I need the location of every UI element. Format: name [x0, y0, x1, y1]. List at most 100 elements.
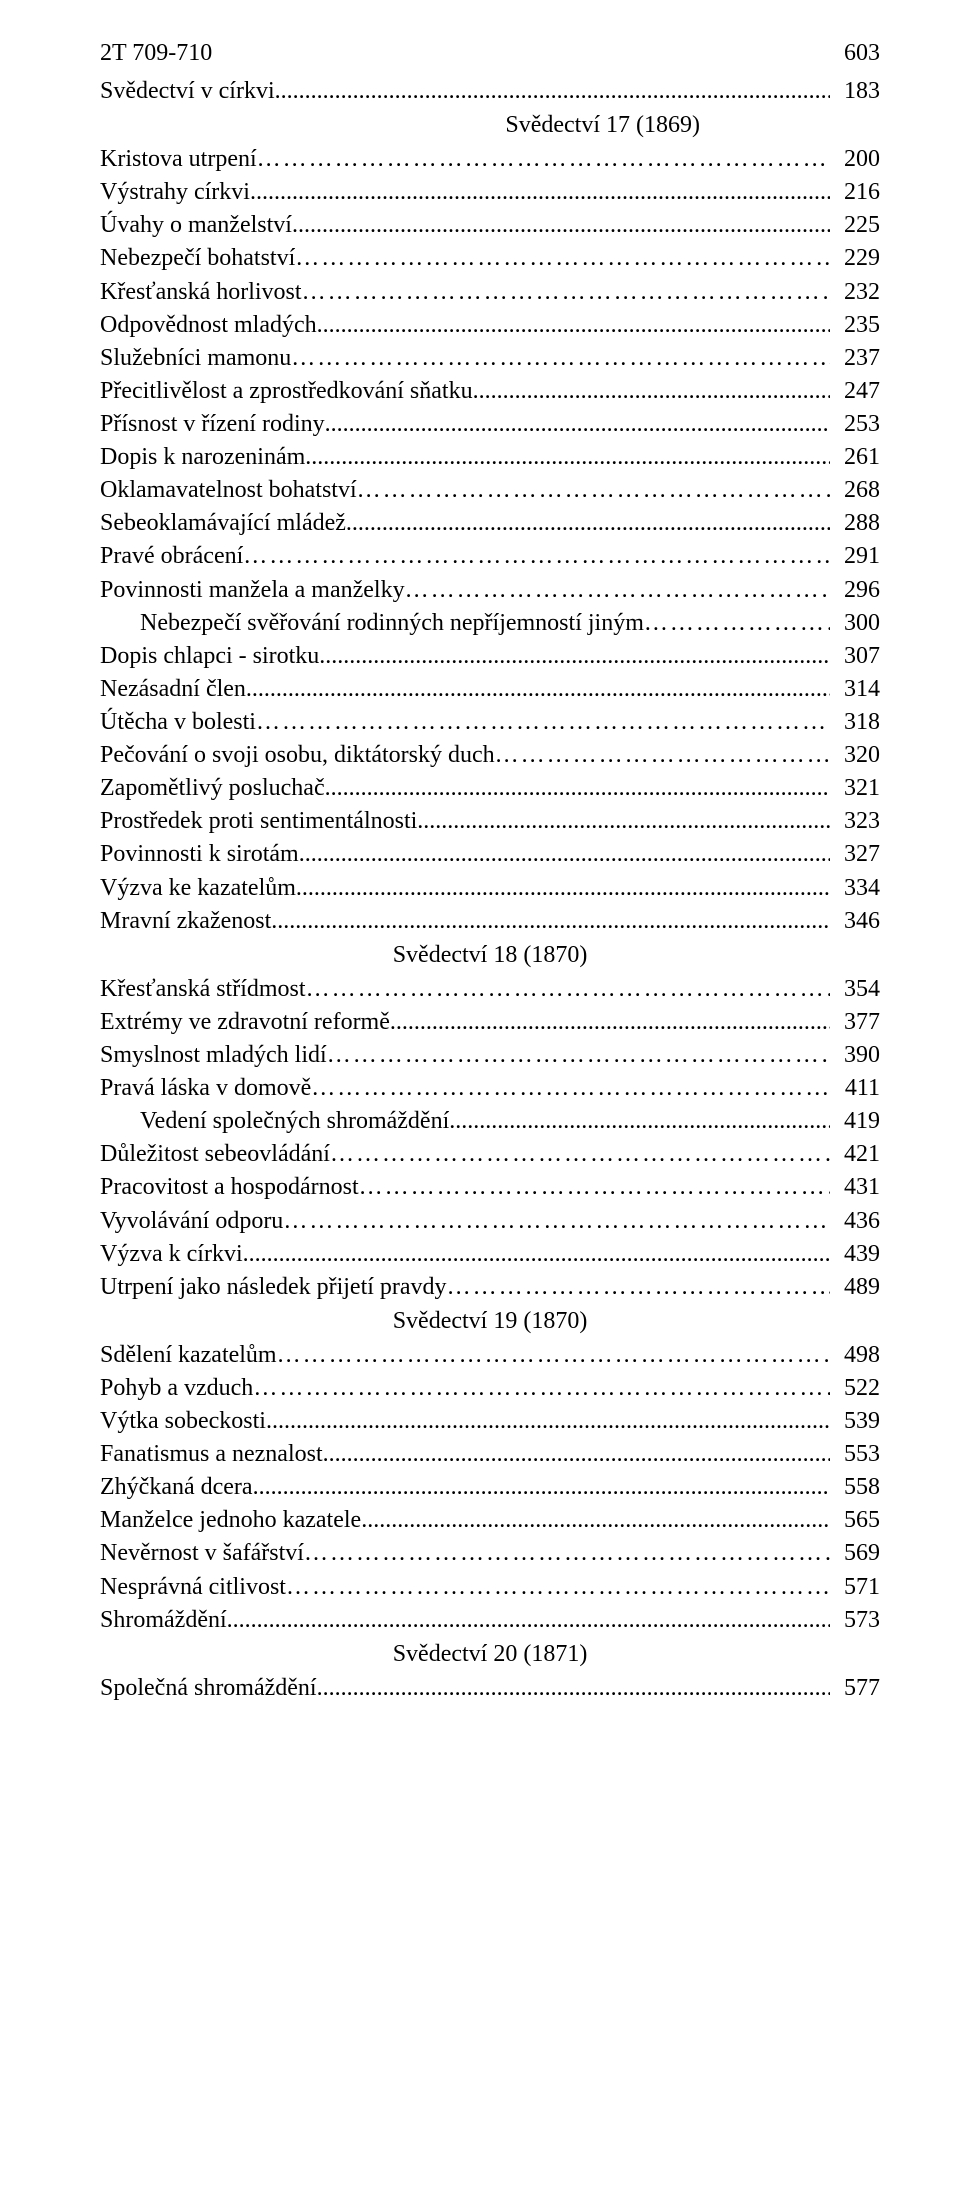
toc-page-number: 539 [830, 1405, 880, 1438]
toc-label: Nesprávná citlivost [100, 1571, 286, 1604]
toc-entry: Služebníci mamonu237 [100, 342, 880, 375]
toc-page-number: 296 [830, 574, 880, 607]
toc-page-number: 307 [830, 640, 880, 673]
section-title: Svědectví 19 (1870) [100, 1308, 880, 1335]
toc-leader-dots [291, 342, 830, 375]
toc-leader-dots [311, 1072, 830, 1105]
toc-page-number: 377 [830, 1006, 880, 1039]
toc-label: Přecitlivělost a zprostředkování sňatku [100, 375, 473, 408]
toc-page-number: 320 [830, 739, 880, 772]
toc-label: Svědectví v církvi [100, 75, 275, 108]
toc-label: Výzva k církvi [100, 1238, 243, 1271]
toc-page-number: 522 [830, 1372, 880, 1405]
toc-leader-dots [253, 1372, 830, 1405]
toc-entry: Oklamavatelnost bohatství268 [100, 474, 880, 507]
toc-entry: Výzva ke kazatelům 334 [100, 872, 880, 905]
toc-leader-dots [319, 640, 830, 673]
toc-leader-dots [243, 540, 830, 573]
toc-page-number: 318 [830, 706, 880, 739]
toc-entry: Nezásadní člen314 [100, 673, 880, 706]
toc-label: Nevěrnost v šafářství [100, 1537, 304, 1570]
toc-leader-dots [277, 1339, 830, 1372]
toc-page-number: 558 [830, 1471, 880, 1504]
toc-entry: Pravé obrácení291 [100, 540, 880, 573]
toc-entry: Důležitost sebeovládání 421 [100, 1138, 880, 1171]
toc-label: Manželce jednoho kazatele [100, 1504, 361, 1537]
toc-page-number: 232 [830, 276, 880, 309]
toc-label: Útěcha v bolesti [100, 706, 256, 739]
toc-page-number: 288 [830, 507, 880, 540]
toc-label: Úvahy o manželství [100, 209, 292, 242]
toc-leader-dots [317, 309, 830, 342]
toc-leader-dots [257, 143, 830, 176]
toc-leader-dots [256, 706, 830, 739]
toc-entry: Extrémy ve zdravotní reformě377 [100, 1006, 880, 1039]
toc-page-number: 261 [830, 441, 880, 474]
toc-entry: Odpovědnost mladých235 [100, 309, 880, 342]
toc-page-number: 439 [830, 1238, 880, 1271]
toc-entry: Smyslnost mladých lidí390 [100, 1039, 880, 1072]
header-left: 2T 709-710 [100, 40, 212, 67]
toc-label: Pravé obrácení [100, 540, 243, 573]
toc-leader-dots [346, 507, 830, 540]
toc-entry: Manželce jednoho kazatele 565 [100, 1504, 880, 1537]
section-title: Svědectví 20 (1871) [100, 1641, 880, 1668]
toc-entry: Shromáždění 573 [100, 1604, 880, 1637]
toc-page-number: 300 [830, 607, 880, 640]
toc-entry: Přecitlivělost a zprostředkování sňatku 2… [100, 375, 880, 408]
toc-page-number: 571 [830, 1571, 880, 1604]
toc-page-number: 489 [830, 1271, 880, 1304]
toc-entry: Svědectví v církvi183 [100, 75, 880, 108]
toc-label: Odpovědnost mladých [100, 309, 317, 342]
toc-entry: Mravní zkaženost 346 [100, 905, 880, 938]
toc-leader-dots [305, 441, 830, 474]
toc-entry: Vyvolávání odporu436 [100, 1205, 880, 1238]
toc-leader-dots [473, 375, 830, 408]
toc-leader-dots [330, 1138, 830, 1171]
toc-label: Utrpení jako následek přijetí pravdy [100, 1271, 447, 1304]
toc-leader-dots [417, 805, 830, 838]
toc-page-number: 354 [830, 973, 880, 1006]
toc-entry: Prostředek proti sentimentálnosti323 [100, 805, 880, 838]
toc-label: Výstrahy církvi [100, 176, 250, 209]
toc-label: Výzva ke kazatelům [100, 872, 296, 905]
toc-leader-dots [325, 408, 830, 441]
toc-page-number: 247 [830, 375, 880, 408]
toc-leader-dots [286, 1571, 830, 1604]
toc-label: Shromáždění [100, 1604, 227, 1637]
toc-label: Mravní zkaženost [100, 905, 271, 938]
toc-page-number: 565 [830, 1504, 880, 1537]
toc-page-number: 253 [830, 408, 880, 441]
toc-page-number: 421 [830, 1138, 880, 1171]
toc-page-number: 334 [830, 872, 880, 905]
toc-label: Dopis k narozeninám [100, 441, 305, 474]
toc-page-number: 327 [830, 838, 880, 871]
toc-page-number: 573 [830, 1604, 880, 1637]
toc-entry: Výstrahy církvi216 [100, 176, 880, 209]
toc-page-number: 553 [830, 1438, 880, 1471]
toc-leader-dots [357, 474, 830, 507]
toc-page-number: 411 [830, 1072, 880, 1105]
toc-leader-dots [327, 1039, 830, 1072]
toc-entry: Pohyb a vzduch522 [100, 1372, 880, 1405]
toc-label: Zapomětlivý posluchač [100, 772, 325, 805]
toc-page-number: 419 [830, 1105, 880, 1138]
toc-label: Důležitost sebeovládání [100, 1138, 330, 1171]
toc-leader-dots [295, 242, 830, 275]
toc-entry: Sebeoklamávající mládež288 [100, 507, 880, 540]
toc-leader-dots [390, 1006, 830, 1039]
toc-entry: Utrpení jako následek přijetí pravdy 489 [100, 1271, 880, 1304]
toc-leader-dots [361, 1504, 830, 1537]
toc-leader-dots [275, 75, 830, 108]
toc-leader-dots [292, 209, 830, 242]
header-right: 603 [844, 40, 880, 67]
toc-page-number: 321 [830, 772, 880, 805]
toc-leader-dots [495, 739, 830, 772]
toc-entry: Dopis chlapci - sirotku307 [100, 640, 880, 673]
toc-entry: Povinnosti k sirotám327 [100, 838, 880, 871]
toc-page-number: 346 [830, 905, 880, 938]
toc-page-number: 577 [830, 1672, 880, 1705]
toc-leader-dots [246, 673, 830, 706]
toc-entry: Útěcha v bolesti 318 [100, 706, 880, 739]
toc-label: Nezásadní člen [100, 673, 246, 706]
